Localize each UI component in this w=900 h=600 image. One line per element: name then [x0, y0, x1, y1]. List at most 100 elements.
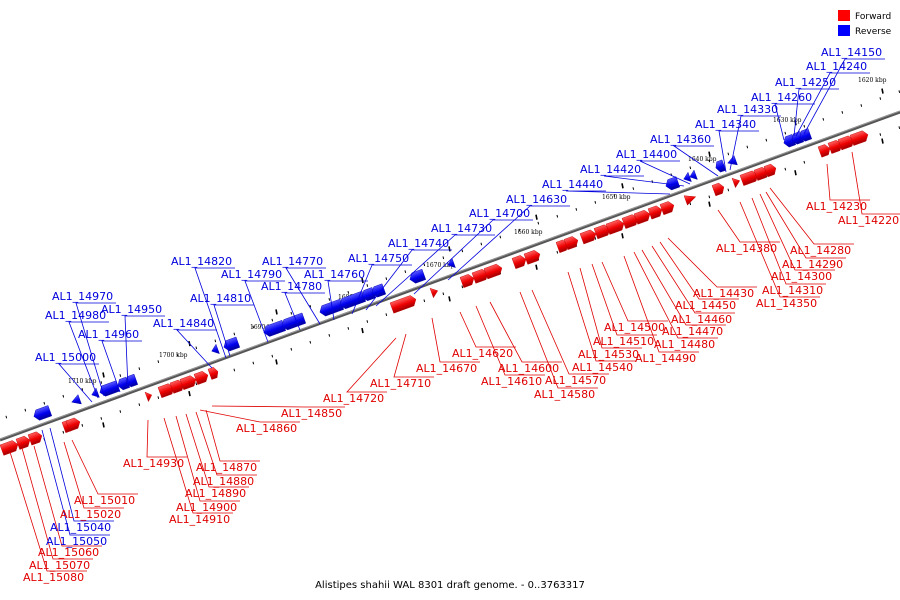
tick-mark-upper	[62, 394, 65, 398]
gene-label: AL1_14870	[196, 461, 257, 474]
gene-label: AL1_14750	[348, 252, 409, 265]
forward-gene	[483, 263, 503, 280]
gene-label: AL1_14670	[416, 362, 477, 375]
tick-mark-lower	[233, 368, 236, 372]
tick-mark-upper	[290, 311, 293, 315]
tick-mark-lower	[442, 292, 445, 296]
tick-mark-lower	[784, 167, 787, 171]
leader-line	[717, 209, 780, 243]
gene-label: AL1_14610	[481, 375, 542, 388]
gene-label: AL1_14380	[716, 242, 777, 255]
tick-mark-upper	[879, 97, 882, 100]
leader-line	[284, 292, 325, 331]
gene-label: AL1_14960	[78, 328, 139, 341]
leader-line	[199, 409, 300, 423]
map-caption: Alistipes shahii WAL 8301 draft genome. …	[315, 580, 585, 591]
legend-forward-swatch	[838, 10, 850, 21]
tick-mark-upper	[841, 111, 844, 114]
leader-line	[459, 311, 516, 348]
tick-mark-upper	[157, 360, 160, 364]
leader-line	[185, 413, 249, 488]
leader-line	[851, 151, 900, 215]
leader-line	[75, 302, 116, 397]
leader-line	[565, 190, 671, 195]
kbp-label: 1620 kbp	[858, 77, 887, 84]
leader-line	[769, 187, 854, 245]
gene-label: AL1_14490	[635, 352, 696, 365]
reverse-gene	[727, 155, 738, 166]
major-tick	[881, 88, 884, 94]
leader-line	[826, 163, 870, 201]
leader-line	[124, 315, 165, 389]
tick-mark-upper	[442, 256, 445, 260]
gene-label: AL1_14790	[221, 268, 282, 281]
forward-gene	[711, 182, 725, 197]
forward-gene	[389, 295, 417, 314]
major-tick	[102, 372, 105, 378]
major-tick	[535, 264, 538, 270]
forward-gene	[207, 367, 219, 380]
tick-mark-upper	[81, 387, 84, 391]
tick-mark-upper	[195, 346, 198, 350]
tick-mark-lower	[138, 403, 141, 406]
legend: Forward Reverse	[838, 10, 892, 37]
leader-line	[672, 145, 719, 177]
tick-mark-upper	[461, 249, 464, 253]
gene-label: AL1_14420	[580, 163, 641, 176]
leader-line	[351, 264, 412, 315]
forward-gene	[579, 229, 597, 245]
tick-mark-upper	[423, 263, 426, 267]
tick-mark-lower	[556, 250, 559, 254]
tick-mark-upper	[518, 228, 521, 232]
gene-label: AL1_14360	[650, 133, 711, 146]
tick-mark-upper	[708, 159, 711, 163]
tick-mark-lower	[119, 410, 122, 413]
leader-line	[729, 115, 781, 171]
major-tick	[621, 233, 624, 239]
gene-label: AL1_14300	[771, 270, 832, 283]
major-tick	[794, 170, 797, 176]
leader-line	[519, 291, 598, 389]
reverse-gene	[33, 405, 53, 421]
leader-line	[475, 305, 545, 376]
major-tick	[361, 327, 364, 334]
tick-mark-upper	[233, 332, 236, 336]
gene-label: AL1_14890	[185, 487, 246, 500]
tick-mark-lower	[366, 320, 369, 323]
gene-label: AL1_14720	[323, 392, 384, 405]
leader-line	[639, 160, 691, 185]
leader-line	[489, 301, 562, 363]
gene-label: AL1_14480	[654, 338, 715, 351]
forward-gene	[523, 250, 541, 265]
leader-line	[591, 263, 657, 336]
tick-mark-upper	[385, 277, 388, 280]
kbp-label: 1700 kbp	[159, 352, 188, 359]
gene-label: AL1_14810	[190, 292, 251, 305]
gene-label: AL1_14450	[675, 299, 736, 312]
gene-label: AL1_14860	[236, 422, 297, 435]
major-tick	[621, 183, 624, 189]
reverse-gene	[71, 394, 82, 405]
tick-mark-upper	[765, 138, 768, 142]
reverse-gene	[689, 169, 698, 180]
gene-label: AL1_14580	[534, 388, 595, 401]
gene-label: AL1_14530	[578, 348, 639, 361]
gene-label: AL1_14950	[101, 303, 162, 316]
gene-label: AL1_14930	[123, 457, 184, 470]
tick-mark-upper	[575, 207, 578, 211]
leader-line	[803, 58, 885, 135]
forward-gene	[15, 435, 31, 450]
tick-mark-upper	[822, 117, 825, 121]
tick-mark-upper	[594, 201, 597, 204]
leader-line	[651, 245, 735, 314]
tick-mark-upper	[5, 415, 8, 419]
leader-line	[9, 451, 87, 572]
gene-label: AL1_14600	[498, 362, 559, 375]
gene-label: AL1_14230	[806, 200, 867, 213]
tick-marks	[5, 88, 900, 455]
forward-gene	[633, 209, 651, 225]
leader-line	[375, 234, 495, 307]
tick-mark-upper	[214, 339, 217, 343]
leader-line	[346, 337, 397, 393]
kbp-label: 1630 kbp	[773, 117, 802, 124]
